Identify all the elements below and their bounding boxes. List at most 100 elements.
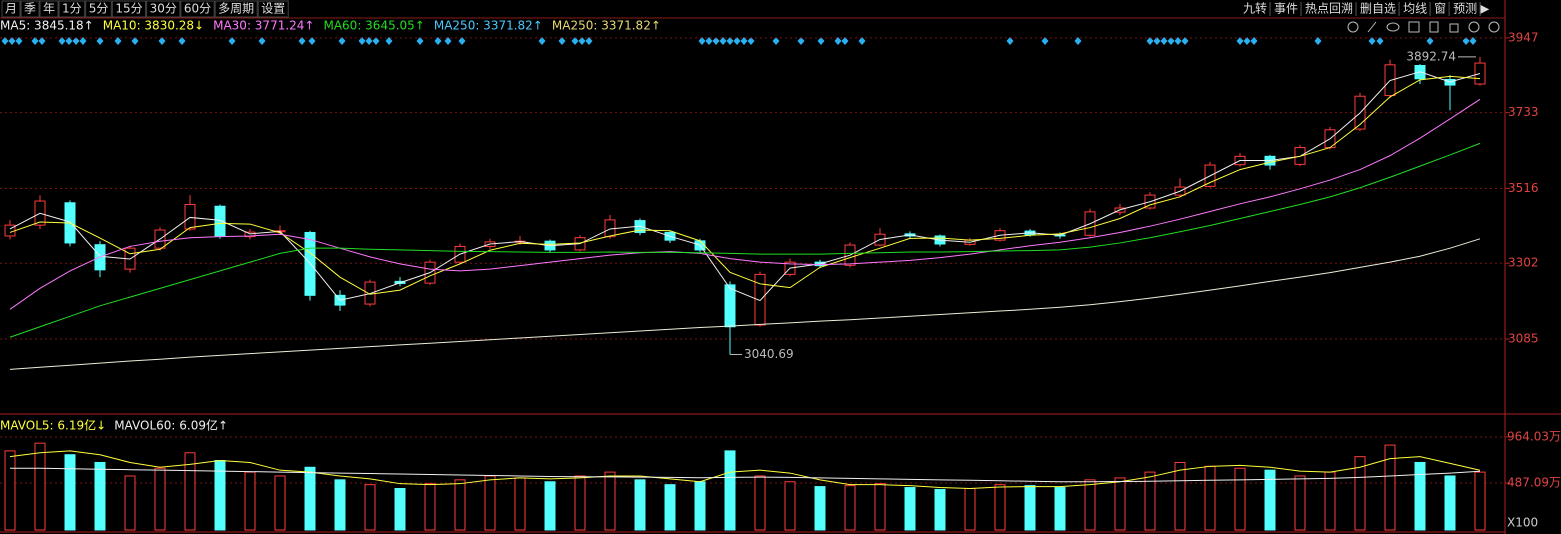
toolbar-button[interactable]: 窗 bbox=[1434, 2, 1446, 16]
signal-marker bbox=[772, 37, 780, 45]
toolbar-button-frame[interactable] bbox=[214, 0, 258, 18]
volume-bar bbox=[994, 484, 1006, 531]
toolbar-button-frame[interactable] bbox=[85, 0, 112, 18]
volume-bar bbox=[904, 487, 916, 531]
signal-marker bbox=[740, 37, 748, 45]
icon[interactable] bbox=[1408, 21, 1420, 33]
signal-marker bbox=[444, 37, 452, 45]
y-tick-label: 3733 bbox=[1508, 105, 1539, 119]
signal-marker bbox=[578, 37, 586, 45]
icon[interactable] bbox=[1449, 23, 1459, 33]
signal-marker bbox=[841, 37, 849, 45]
volume-bar bbox=[184, 452, 196, 531]
toolbar-button[interactable]: 设置 bbox=[261, 2, 285, 16]
tool-icons[interactable] bbox=[1347, 21, 1500, 33]
ma-line bbox=[9, 98, 1481, 310]
signal-marker bbox=[65, 37, 73, 45]
signal-marker bbox=[1426, 37, 1434, 45]
toolbar-button[interactable]: 预测 bbox=[1453, 2, 1477, 16]
icon[interactable] bbox=[1429, 21, 1439, 33]
volume-bar bbox=[1264, 469, 1276, 531]
toolbar-button-frame[interactable] bbox=[111, 0, 147, 18]
toolbar-button[interactable]: 删自选 bbox=[1360, 2, 1396, 16]
ma-line bbox=[9, 450, 1481, 490]
volume-bar bbox=[1444, 475, 1456, 531]
toolbar-button-frame[interactable] bbox=[146, 0, 181, 18]
toolbar-button[interactable]: 年 bbox=[43, 2, 55, 16]
signal-marker bbox=[1376, 37, 1384, 45]
volume-bar bbox=[4, 450, 16, 531]
icon[interactable] bbox=[1468, 21, 1480, 33]
toolbar-button[interactable]: 事件 bbox=[1274, 2, 1298, 16]
icon[interactable] bbox=[1488, 21, 1500, 33]
volume-bar bbox=[1054, 487, 1066, 531]
volume-bar bbox=[544, 481, 556, 531]
volume-bar bbox=[424, 483, 436, 531]
signal-marker bbox=[712, 37, 720, 45]
signal-marker bbox=[1160, 37, 1168, 45]
toolbar-button[interactable]: 九转 bbox=[1243, 1, 1267, 16]
toolbar-button-frame[interactable] bbox=[58, 0, 86, 18]
signal-marker bbox=[1236, 37, 1244, 45]
candle-body bbox=[724, 284, 736, 328]
volume-bar bbox=[1084, 479, 1096, 531]
volume-bar bbox=[1354, 456, 1366, 531]
signal-marker bbox=[178, 37, 186, 45]
toolbar-button[interactable]: 月 bbox=[5, 2, 17, 16]
candle-body bbox=[214, 205, 226, 237]
signal-marker bbox=[358, 37, 366, 45]
toolbar-button[interactable]: 30分 bbox=[150, 2, 177, 16]
icon[interactable] bbox=[1367, 21, 1377, 33]
icon[interactable] bbox=[1347, 21, 1359, 33]
toolbar-button-frame[interactable] bbox=[39, 0, 59, 18]
volume-bar bbox=[34, 442, 46, 531]
signal-marker bbox=[733, 37, 741, 45]
volume-bar bbox=[1024, 485, 1036, 531]
toolbar-button[interactable]: 均线 bbox=[1403, 2, 1427, 16]
volume-bar bbox=[1414, 461, 1426, 531]
volume-bar bbox=[514, 477, 526, 531]
toolbar-button[interactable]: 热点回溯 bbox=[1305, 1, 1353, 16]
volume-bar bbox=[874, 483, 886, 531]
icon[interactable]: ▶ bbox=[1480, 2, 1490, 16]
toolbar-button[interactable]: 季 bbox=[24, 2, 36, 16]
signal-marker bbox=[58, 37, 66, 45]
signal-marker bbox=[571, 37, 579, 45]
signal-marker bbox=[858, 37, 866, 45]
volume-bar bbox=[394, 488, 406, 531]
signal-marker bbox=[1167, 37, 1175, 45]
signal-marker bbox=[1250, 37, 1258, 45]
signal-marker bbox=[131, 37, 139, 45]
volume-bar bbox=[1474, 471, 1486, 531]
toolbar-button[interactable]: 60分 bbox=[184, 2, 211, 16]
toolbar-button-frame[interactable] bbox=[257, 0, 289, 18]
signal-marker bbox=[96, 37, 104, 45]
ma-line bbox=[9, 142, 1481, 338]
volume-bar bbox=[94, 461, 106, 531]
toolbar-button[interactable]: 5分 bbox=[89, 2, 109, 16]
toolbar-button-frame[interactable] bbox=[20, 0, 40, 18]
volume-bar bbox=[1384, 444, 1396, 531]
signal-marker bbox=[1174, 37, 1182, 45]
signal-marker bbox=[558, 37, 566, 45]
volume-bar bbox=[574, 475, 586, 531]
toolbar-button[interactable]: 15分 bbox=[115, 2, 142, 16]
volume-bar bbox=[334, 479, 346, 531]
toolbar-button[interactable]: 1分 bbox=[62, 2, 82, 16]
volume-bar bbox=[154, 467, 166, 531]
signal-marker bbox=[1243, 37, 1251, 45]
signal-marker bbox=[719, 37, 727, 45]
ma-line bbox=[9, 71, 1481, 302]
signal-marker bbox=[31, 37, 39, 45]
signal-marker bbox=[8, 37, 16, 45]
candle-body bbox=[754, 273, 766, 326]
signal-marker bbox=[538, 37, 546, 45]
icon[interactable] bbox=[1386, 22, 1400, 32]
toolbar-button-frame[interactable] bbox=[180, 0, 215, 18]
signal-marker bbox=[1, 37, 9, 45]
signal-marker bbox=[705, 37, 713, 45]
legend-entry: MA5: 3845.18↑ bbox=[0, 19, 94, 33]
toolbar-button[interactable]: 多周期 bbox=[218, 2, 254, 16]
toolbar-button-frame[interactable] bbox=[1, 0, 21, 18]
